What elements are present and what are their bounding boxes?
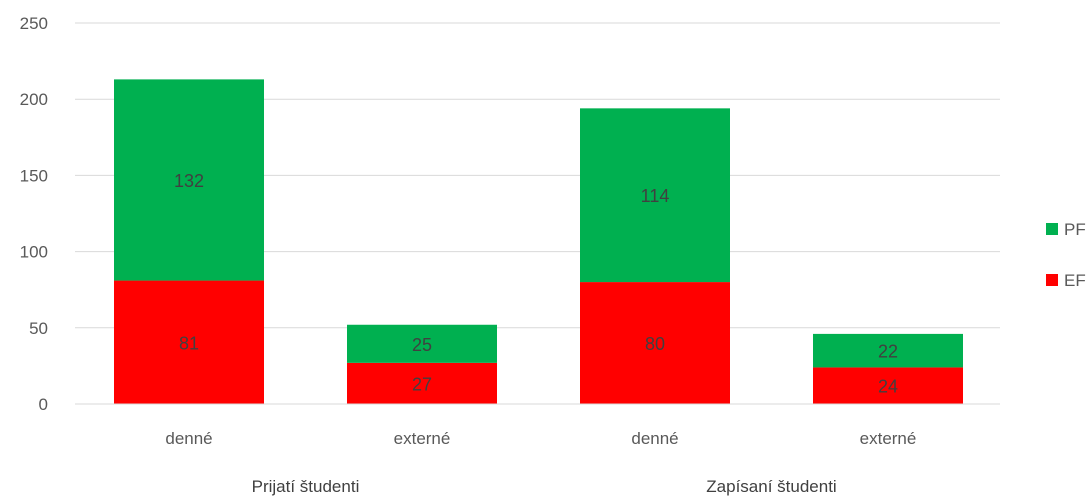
- bar-pf-1: [347, 324, 497, 363]
- x-tick-label: denné: [631, 429, 678, 448]
- x-tick-label: externé: [860, 429, 917, 448]
- data-label: 22: [878, 342, 898, 362]
- y-axis: 0 50 100 150 200 250: [20, 14, 48, 414]
- bar-ef-0: [114, 280, 264, 404]
- legend: PF EF: [1046, 220, 1086, 290]
- bar-ef-1: [347, 362, 497, 404]
- data-label: 132: [174, 171, 204, 191]
- y-tick-label: 250: [20, 14, 48, 33]
- legend-label-ef: EF: [1064, 271, 1086, 290]
- x-axis: denné externé denné externé Prijatí študenti…: [75, 403, 1000, 496]
- bar-pf-3: [813, 333, 963, 368]
- legend-label-pf: PF: [1064, 220, 1086, 239]
- data-label: 80: [645, 334, 665, 354]
- data-label: 27: [412, 374, 432, 394]
- data-labels: 81 132 27 25 80 114 24 22: [174, 171, 898, 397]
- x-tick-label: denné: [165, 429, 212, 448]
- bar-ef-3: [813, 367, 963, 404]
- x-group-label: Prijatí študenti: [252, 477, 360, 496]
- data-label: 24: [878, 377, 898, 397]
- y-tick-label: 100: [20, 243, 48, 262]
- data-label: 114: [641, 186, 670, 206]
- bars: [114, 79, 963, 404]
- y-tick-label: 150: [20, 166, 48, 185]
- bar-ef-2: [580, 282, 730, 404]
- legend-swatch-ef: [1046, 274, 1058, 286]
- x-group-label: Zapísaní študenti: [706, 477, 836, 496]
- legend-swatch-pf: [1046, 223, 1058, 235]
- data-label: 81: [179, 333, 199, 353]
- x-tick-label: externé: [394, 429, 451, 448]
- y-tick-label: 50: [29, 319, 48, 338]
- bar-pf-0: [114, 79, 264, 281]
- data-label: 25: [412, 335, 432, 355]
- y-tick-label: 0: [39, 395, 48, 414]
- bar-pf-2: [580, 108, 730, 283]
- y-tick-label: 200: [20, 90, 48, 109]
